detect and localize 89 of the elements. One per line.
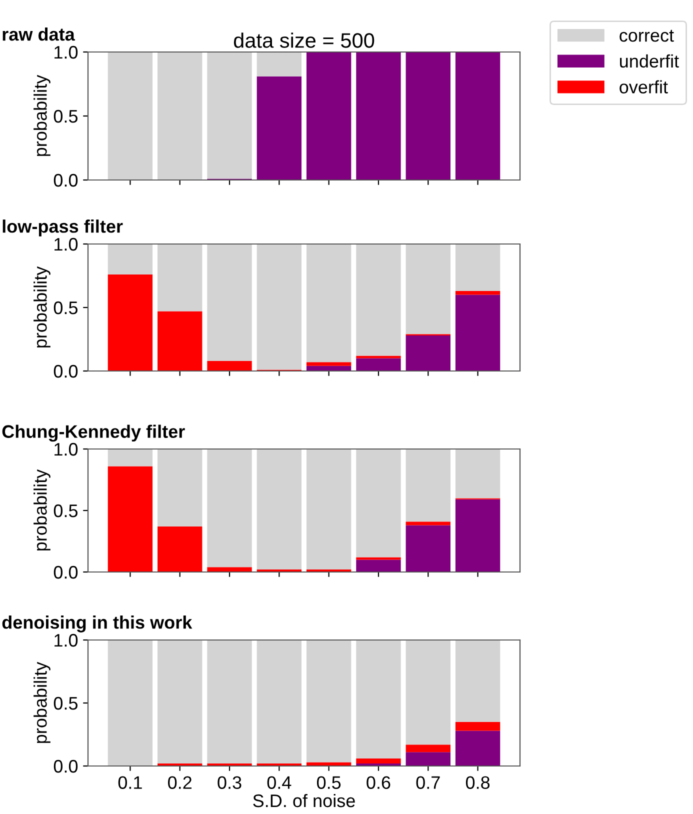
x-axis-title: S.D. of noise [253,794,355,808]
bar [406,752,450,766]
bar [108,244,153,274]
bar [207,567,252,572]
bar [108,640,153,766]
y-tick-label: 1.0 [54,634,78,647]
y-tick-label: 0.0 [54,174,78,187]
bar [256,244,302,370]
bar [356,560,401,572]
bar [455,244,500,291]
chart-title: low-pass filter [2,220,123,236]
bar [406,522,450,526]
bar [158,640,202,764]
y-tick-label: 0.5 [54,504,78,518]
x-tick-label: 0.2 [168,776,192,789]
x-tick-label: 0.7 [416,776,440,789]
bar [406,335,450,371]
bar [256,52,302,76]
bar [306,762,352,766]
bar [455,640,500,722]
bar [256,449,302,570]
bar [207,52,252,179]
bar [306,640,352,762]
bar [356,449,401,558]
bar [455,290,500,295]
y-tick-label: 0.5 [54,301,78,314]
legend-label: overfit [620,80,668,94]
y-tick-label: 1.0 [54,46,78,59]
x-tick-label: 0.6 [366,776,390,789]
chart-title: Chung-Kennedy filter [2,424,185,442]
bar [207,640,252,764]
y-tick-label: 0.0 [54,760,78,773]
bar [356,758,401,764]
y-tick-label: 0.0 [54,364,78,378]
y-axis-title: probability [34,469,50,550]
y-axis-title: probability [34,266,50,348]
bar [108,449,153,466]
bar [207,244,252,361]
bar [406,525,450,572]
bar [108,466,153,572]
bar [406,744,450,752]
chart-title: raw data [2,27,75,41]
y-tick-label: 0.5 [54,696,78,710]
bar [455,449,500,498]
bar [455,499,500,572]
bar [306,52,352,180]
bar [356,52,401,180]
bar [356,244,401,356]
bar [158,526,202,572]
x-tick-label: 0.8 [466,776,490,789]
chart-title: denoising in this work [2,616,192,632]
bar [306,449,352,570]
bar [356,640,401,758]
x-tick-label: 0.4 [267,776,292,789]
bar [306,244,352,362]
y-tick-label: 1.0 [54,442,78,456]
chart-subtitle: data size = 500 [234,32,374,48]
bar [455,722,500,731]
bar [158,311,202,371]
bar [207,360,252,371]
bar [108,52,153,180]
y-tick-label: 0.0 [54,566,78,579]
x-tick-label: 0.3 [218,776,242,789]
bar [356,358,401,371]
bar [455,730,500,766]
bar [158,449,202,526]
bar [455,52,500,180]
x-tick-label: 0.1 [118,776,142,789]
y-axis-title: probability [34,662,50,743]
bar [158,52,202,180]
bar [158,244,202,312]
bar [306,362,352,366]
bar [406,449,450,522]
bar [406,244,450,334]
bar [108,274,153,371]
bar [356,557,401,560]
bar [256,640,302,764]
bar [356,356,401,358]
bar [406,52,450,180]
bar [207,449,252,568]
y-tick-label: 1.0 [54,238,78,251]
bar [256,76,302,180]
y-tick-label: 0.5 [54,110,78,123]
x-tick-label: 0.5 [316,776,341,789]
y-axis-title: probability [34,74,50,156]
bar [455,294,500,371]
bar [406,640,450,745]
legend-label: underfit [620,54,679,68]
legend-label: correct [620,30,674,42]
